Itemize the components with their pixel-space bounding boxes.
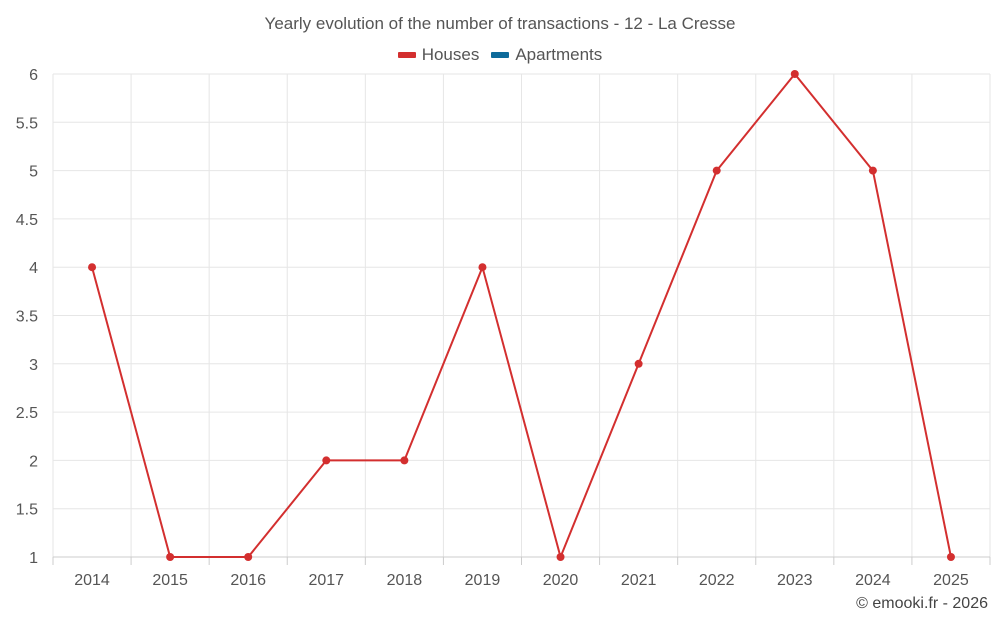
x-tick-label: 2025: [933, 572, 969, 589]
legend-swatch-apartments: [491, 52, 510, 58]
x-tick-label: 2016: [230, 572, 266, 589]
data-point-houses: [478, 263, 487, 272]
chart-title: Yearly evolution of the number of transa…: [264, 14, 736, 33]
data-point-houses: [244, 553, 253, 561]
y-tick-label: 2: [29, 453, 38, 470]
legend-item-apartments[interactable]: Apartments: [491, 45, 602, 65]
x-tick-label: 2023: [777, 572, 813, 589]
data-point-houses: [88, 263, 97, 272]
y-tick-label: 1.5: [16, 502, 38, 519]
x-tick-label: 2018: [387, 572, 423, 589]
x-tick-label: 2017: [308, 572, 344, 589]
data-point-houses: [556, 553, 565, 561]
data-point-houses: [634, 359, 643, 368]
data-point-houses: [166, 553, 175, 561]
credit-text: © emooki.fr - 2026: [856, 595, 988, 612]
legend-label-houses: Houses: [421, 45, 480, 64]
y-tick-label: 3.5: [16, 309, 38, 326]
series-line-houses: [91, 73, 952, 558]
data-point-houses: [322, 456, 331, 465]
y-tick-label: 3: [29, 357, 38, 374]
data-point-houses: [868, 166, 877, 175]
legend: Houses Apartments: [0, 45, 1000, 65]
x-tick-label: 2024: [855, 572, 891, 589]
y-tick-label: 4.5: [16, 212, 38, 229]
x-tick-label: 2020: [543, 572, 579, 589]
data-point-houses: [946, 553, 955, 561]
x-tick-label: 2019: [465, 572, 501, 589]
x-tick-label: 2015: [152, 572, 188, 589]
y-tick-label: 6: [29, 67, 38, 84]
y-tick-label: 5: [29, 164, 38, 181]
y-tick-label: 1: [29, 550, 38, 567]
x-tick-label: 2014: [74, 572, 110, 589]
y-tick-label: 4: [29, 260, 38, 277]
data-point-houses: [400, 456, 409, 465]
legend-label-apartments: Apartments: [515, 45, 603, 64]
data-point-houses: [790, 70, 799, 78]
y-tick-label: 2.5: [16, 405, 38, 422]
data-point-houses: [712, 166, 721, 175]
legend-item-houses[interactable]: Houses: [397, 45, 480, 65]
y-tick-label: 5.5: [16, 115, 38, 132]
x-tick-label: 2022: [699, 572, 735, 589]
legend-swatch-houses: [397, 52, 416, 58]
x-tick-label: 2021: [621, 572, 657, 589]
